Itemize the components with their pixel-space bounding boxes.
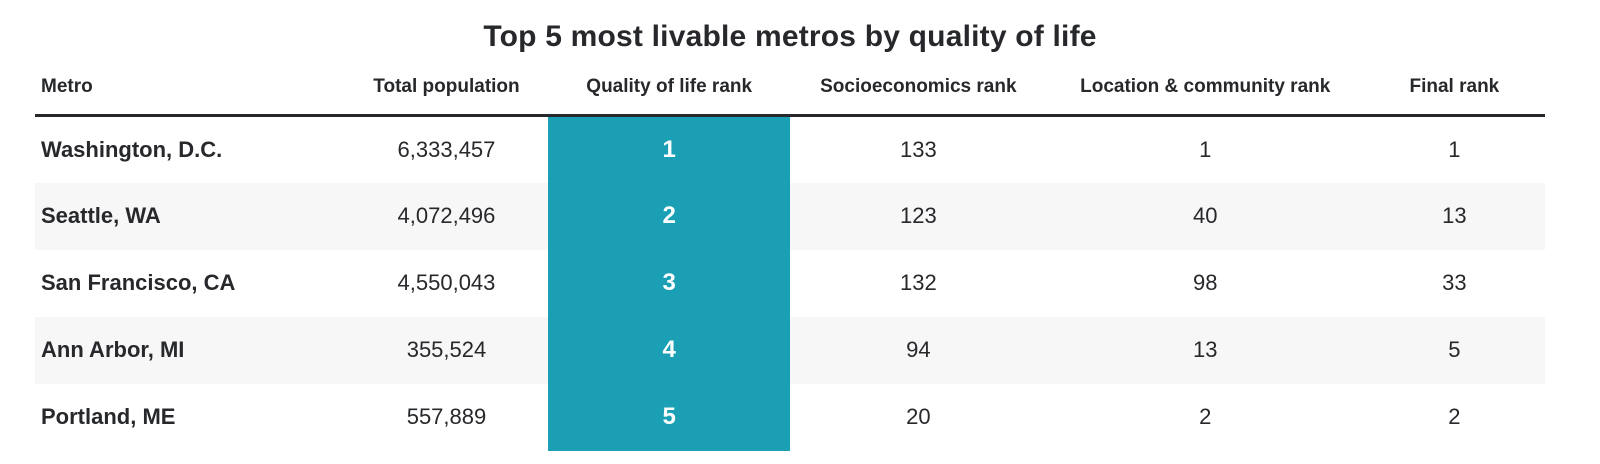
socioeconomics-rank-cell: 94 <box>789 316 1047 384</box>
metro-cell: Washington, D.C. <box>41 136 223 162</box>
header-row: Metro Total population Quality of life r… <box>35 68 1545 117</box>
quality-of-life-rank-cell: 3 <box>548 249 790 317</box>
column-header-quality-of-life-rank: Quality of life rank <box>548 68 790 117</box>
metro-cell: Ann Arbor, MI <box>35 316 345 384</box>
final-rank-cell: 13 <box>1363 182 1545 250</box>
table-row: Portland, ME 557,889 5 20 2 2 <box>35 383 1545 451</box>
table-row: San Francisco, CA 4,550,043 3 132 98 33 <box>35 249 1545 317</box>
final-rank-cell: 2 <box>1448 404 1461 429</box>
table-row: Seattle, WA 4,072,496 2 123 40 13 <box>35 182 1545 250</box>
metro-cell: Portland, ME <box>41 404 176 429</box>
location-community-rank-cell: 98 <box>1192 270 1218 295</box>
quality-of-life-rank-cell: 2 <box>548 182 790 250</box>
chart-title: Top 5 most livable metros by quality of … <box>483 20 1097 53</box>
total-population-cell: 4,072,496 <box>344 182 549 250</box>
total-population-cell: 557,889 <box>406 404 487 429</box>
final-rank-cell: 1 <box>1448 136 1461 162</box>
table-header: Metro Total population Quality of life r… <box>35 68 1545 117</box>
column-header-metro: Metro <box>35 68 345 117</box>
socioeconomics-rank-cell: 20 <box>906 404 931 429</box>
final-rank-cell: 5 <box>1363 316 1545 384</box>
location-community-rank-cell: 2 <box>1199 404 1212 429</box>
quality-of-life-rank-cell: 1 <box>548 115 790 183</box>
column-header-socioeconomics-rank: Socioeconomics rank <box>789 68 1047 117</box>
column-header-location-community-rank: Location & community rank <box>1046 68 1364 117</box>
column-header-final-rank: Final rank <box>1363 68 1545 117</box>
metro-cell: Seattle, WA <box>35 182 345 250</box>
column-header-total-population: Total population <box>344 68 549 117</box>
location-community-rank-cell: 40 <box>1046 182 1364 250</box>
location-community-rank-cell: 1 <box>1199 136 1212 162</box>
quality-of-life-rank-cell: 5 <box>548 383 790 451</box>
table-row: Washington, D.C. 6,333,457 1 133 1 1 <box>35 115 1545 183</box>
total-population-cell: 355,524 <box>344 316 549 384</box>
location-community-rank-cell: 13 <box>1046 316 1364 384</box>
total-population-cell: 4,550,043 <box>397 270 496 295</box>
socioeconomics-rank-cell: 133 <box>899 136 937 162</box>
table-body: Washington, D.C. 6,333,457 1 133 1 1 Seattle, … <box>35 115 1545 451</box>
final-rank-cell: 33 <box>1442 270 1467 295</box>
socioeconomics-rank-cell: 132 <box>899 270 937 295</box>
metro-rankings-table: Metro Total population Quality of life r… <box>35 68 1545 451</box>
socioeconomics-rank-cell: 123 <box>789 182 1047 250</box>
total-population-cell: 6,333,457 <box>397 136 496 162</box>
metro-cell: San Francisco, CA <box>41 270 236 295</box>
table-row: Ann Arbor, MI 355,524 4 94 13 5 <box>35 316 1545 384</box>
quality-of-life-rank-cell: 4 <box>548 316 790 384</box>
